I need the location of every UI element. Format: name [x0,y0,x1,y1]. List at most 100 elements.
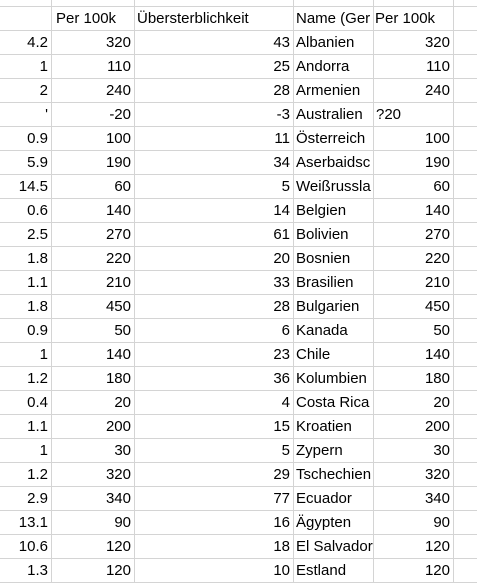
cell-uebersterblichkeit[interactable]: 34 [273,154,290,171]
cell-factor[interactable]: 1.2 [27,466,48,483]
cell-country-name[interactable]: Estland [296,562,347,579]
cell-uebersterblichkeit[interactable]: 6 [281,322,290,339]
cell-per-100k[interactable]: 340 [105,490,131,507]
cell-uebersterblichkeit[interactable]: 16 [273,514,290,531]
cell-factor[interactable]: 1.8 [27,298,48,315]
cell-per-100k-2[interactable]: 30 [433,442,450,459]
cell-factor[interactable]: 1.1 [27,418,48,435]
cell-factor[interactable]: 1.1 [27,274,48,291]
cell-per-100k[interactable]: 120 [105,562,131,579]
cell-factor[interactable]: 0.6 [27,202,48,219]
cell-uebersterblichkeit[interactable]: 4 [281,394,290,411]
cell-factor[interactable]: 1 [39,346,48,363]
cell-country-name[interactable]: Aserbaidsc [296,154,371,171]
cell-uebersterblichkeit[interactable]: 61 [273,226,290,243]
cell-country-name[interactable]: Chile [296,346,331,363]
cell-country-name[interactable]: Belgien [296,202,347,219]
cell-country-name[interactable]: Tschechien [296,466,372,483]
cell-uebersterblichkeit[interactable]: 5 [281,442,290,459]
cell-country-name[interactable]: Ägypten [296,514,352,531]
cell-factor[interactable]: 14.5 [18,178,48,195]
cell-country-name[interactable]: Costa Rica [296,394,370,411]
cell-per-100k-2[interactable]: 50 [433,322,450,339]
cell-uebersterblichkeit[interactable]: 15 [273,418,290,435]
cell-per-100k[interactable]: 210 [105,274,131,291]
cell-uebersterblichkeit[interactable]: 5 [281,178,290,195]
header-cell-name[interactable]: Name (Ger [296,10,371,27]
cell-factor[interactable]: 0.9 [27,322,48,339]
cell-country-name[interactable]: Kolumbien [296,370,367,387]
cell-per-100k-2[interactable]: 90 [433,514,450,531]
cell-uebersterblichkeit[interactable]: 20 [273,250,290,267]
cell-per-100k[interactable]: 50 [114,322,131,339]
cell-uebersterblichkeit[interactable]: 18 [273,538,290,555]
cell-per-100k-2[interactable]: 180 [424,370,450,387]
cell-uebersterblichkeit[interactable]: 14 [273,202,290,219]
cell-factor[interactable]: 1 [39,58,48,75]
cell-country-name[interactable]: Albanien [296,34,355,51]
cell-per-100k-2[interactable]: 450 [424,298,450,315]
cell-factor[interactable]: 10.6 [18,538,48,555]
cell-uebersterblichkeit[interactable]: 33 [273,274,290,291]
cell-uebersterblichkeit[interactable]: 28 [273,82,290,99]
cell-per-100k[interactable]: 270 [105,226,131,243]
cell-per-100k[interactable]: 180 [105,370,131,387]
cell-country-name[interactable]: Kroatien [296,418,352,435]
cell-per-100k-2[interactable]: 60 [433,178,450,195]
cell-uebersterblichkeit[interactable]: 29 [273,466,290,483]
cell-uebersterblichkeit[interactable]: 28 [273,298,290,315]
cell-uebersterblichkeit[interactable]: 43 [273,34,290,51]
cell-per-100k-2[interactable]: 210 [424,274,450,291]
cell-factor[interactable]: 4.2 [27,34,48,51]
cell-per-100k-2[interactable]: 340 [424,490,450,507]
cell-factor[interactable]: 0.9 [27,130,48,147]
cell-uebersterblichkeit[interactable]: 10 [273,562,290,579]
cell-per-100k[interactable]: 140 [105,202,131,219]
cell-country-name[interactable]: Zypern [296,442,343,459]
cell-uebersterblichkeit[interactable]: 77 [273,490,290,507]
cell-per-100k-2[interactable]: 20 [433,394,450,411]
cell-per-100k[interactable]: 110 [107,58,131,75]
cell-factor[interactable]: 13.1 [18,514,48,531]
cell-per-100k-2[interactable]: 220 [424,250,450,267]
cell-per-100k[interactable]: 450 [105,298,131,315]
cell-factor[interactable]: 0.4 [27,394,48,411]
cell-per-100k-2[interactable]: 270 [424,226,450,243]
cell-country-name[interactable]: Bulgarien [296,298,360,315]
cell-factor[interactable]: 1.3 [27,562,48,579]
cell-country-name[interactable]: Bolivien [296,226,349,243]
cell-per-100k-2[interactable]: ?20 [376,106,402,123]
cell-country-name[interactable]: Brasilien [296,274,354,291]
cell-country-name[interactable]: Andorra [296,58,350,75]
cell-per-100k-2[interactable]: 320 [424,34,450,51]
cell-uebersterblichkeit[interactable]: 11 [274,130,290,147]
header-cell-per-100k-2[interactable]: Per 100k [375,10,436,27]
cell-per-100k[interactable]: 60 [114,178,131,195]
cell-factor[interactable]: 5.9 [27,154,48,171]
cell-factor[interactable]: 1 [39,442,48,459]
cell-country-name[interactable]: El Salvador [296,538,373,555]
cell-factor[interactable]: ' [45,106,48,123]
cell-country-name[interactable]: Bosnien [296,250,351,267]
cell-per-100k-2[interactable]: 100 [424,130,450,147]
cell-per-100k[interactable]: 190 [105,154,131,171]
cell-per-100k-2[interactable]: 140 [424,346,450,363]
cell-factor[interactable]: 2.9 [27,490,48,507]
cell-country-name[interactable]: Australien [296,106,363,123]
cell-per-100k-2[interactable]: 200 [424,418,450,435]
header-cell-per-100k[interactable]: Per 100k [56,10,117,27]
cell-country-name[interactable]: Österreich [296,130,366,147]
cell-per-100k[interactable]: 240 [105,82,131,99]
header-cell-a[interactable] [0,7,51,31]
cell-uebersterblichkeit[interactable]: 23 [273,346,290,363]
cell-per-100k[interactable]: 90 [114,514,131,531]
cell-per-100k-2[interactable]: 240 [424,82,450,99]
cell-country-name[interactable]: Ecuador [296,490,352,507]
cell-per-100k[interactable]: 100 [105,130,131,147]
header-cell-uebersterblichkeit[interactable]: Übersterblichkeit [137,10,249,27]
cell-per-100k[interactable]: 220 [105,250,131,267]
cell-per-100k[interactable]: 140 [105,346,131,363]
cell-country-name[interactable]: Kanada [296,322,348,339]
cell-per-100k[interactable]: 320 [105,466,131,483]
